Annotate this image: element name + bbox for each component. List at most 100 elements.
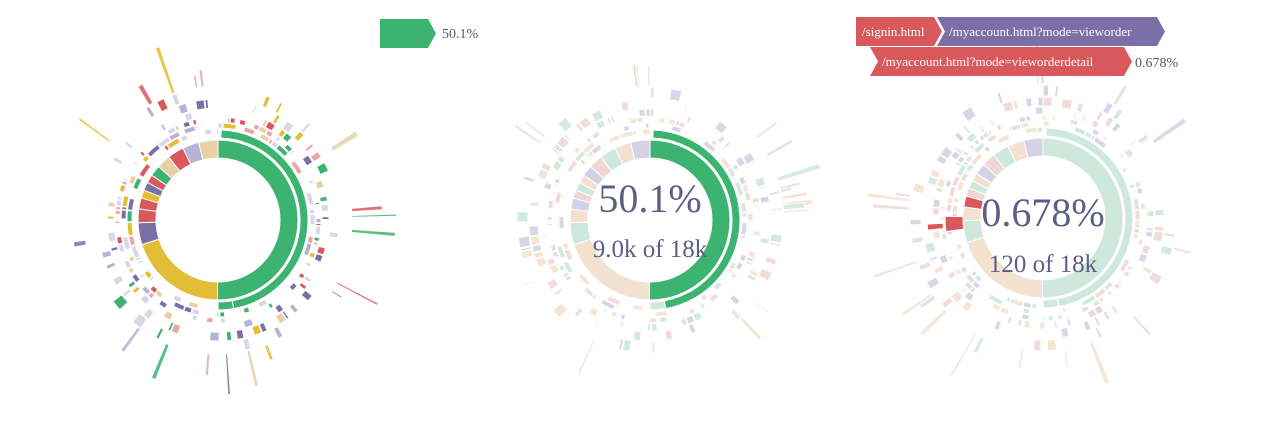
segment-outer-85[interactable] (114, 220, 121, 224)
segment-outer-2[interactable] (1008, 297, 1025, 308)
segment-outer-81[interactable] (999, 306, 1011, 316)
segment-outer-85[interactable] (954, 267, 963, 277)
segment-outer-68[interactable] (1131, 255, 1139, 261)
segment-outer-11[interactable] (132, 177, 143, 191)
segment-outer-117[interactable] (127, 280, 137, 289)
segment-outer-145[interactable] (764, 255, 778, 266)
segment-outer-39[interactable] (644, 122, 650, 129)
segment-outer-153[interactable] (950, 289, 965, 304)
segment-spike-0[interactable] (330, 289, 343, 299)
segment-outer-123[interactable] (183, 111, 194, 122)
segment-outer-66[interactable] (1139, 201, 1147, 211)
segment-outer-81[interactable] (127, 266, 136, 275)
segment-spike-15[interactable] (350, 205, 383, 213)
segment-outer-101[interactable] (277, 128, 287, 139)
segment-outer-154[interactable] (932, 264, 945, 275)
segment-outer-80[interactable] (722, 140, 732, 150)
segment-outer-49[interactable] (747, 212, 754, 222)
segment-outer-106[interactable] (682, 103, 689, 115)
segment-outer-35[interactable] (1102, 280, 1115, 292)
segment-spike-5[interactable] (1089, 341, 1111, 386)
segment-outer-68[interactable] (547, 199, 555, 210)
segment-outer-103[interactable] (609, 114, 616, 124)
segment-outer-157[interactable] (557, 116, 574, 133)
segment-spike-0[interactable] (1063, 349, 1070, 369)
segment-outer-83[interactable] (969, 286, 977, 294)
segment-spike-14[interactable] (765, 138, 794, 157)
segment-outer-93[interactable] (962, 150, 970, 157)
segment-outer-58[interactable] (619, 313, 627, 321)
segment-outer-101[interactable] (1018, 115, 1027, 124)
segment-outer-84[interactable] (115, 235, 124, 245)
segment-outer-158[interactable] (155, 327, 165, 340)
segment-outer-144[interactable] (768, 241, 782, 248)
segment-outer-94[interactable] (138, 150, 147, 158)
segment-outer-132[interactable] (300, 289, 314, 302)
segment-outer-112[interactable] (1093, 304, 1105, 316)
segment-outer-22[interactable] (267, 137, 274, 146)
segment-outer-14[interactable] (641, 128, 651, 135)
segment-outer-127[interactable] (528, 225, 540, 237)
segment-outer-22[interactable] (1042, 120, 1050, 127)
segment-outer-171[interactable] (1136, 133, 1150, 146)
segment-outer-135[interactable] (574, 121, 585, 133)
segment-outer-44[interactable] (709, 138, 719, 147)
segment-outer-58[interactable] (1042, 114, 1047, 121)
segment-outer-24[interactable] (1083, 130, 1094, 140)
segment-outer-104[interactable] (1081, 114, 1088, 123)
segment-outer-91[interactable] (650, 323, 659, 332)
segment-outer-37[interactable] (1080, 294, 1097, 307)
segment-outer-89[interactable] (939, 205, 947, 210)
segment-outer-32[interactable] (562, 260, 575, 275)
segment-spike-4[interactable] (520, 280, 533, 288)
segment-outer-173[interactable] (1159, 244, 1174, 257)
segment-spike-10[interactable] (647, 65, 651, 87)
segment-outer-150[interactable] (617, 337, 625, 351)
segment-outer-96[interactable] (545, 256, 557, 267)
segment-outer-103[interactable] (301, 154, 314, 167)
segment-outer-0[interactable] (187, 300, 200, 310)
segment-outer-5[interactable] (135, 256, 142, 262)
segment-outer-3[interactable] (143, 269, 153, 280)
segment-outer-107[interactable] (1146, 210, 1155, 218)
segment-outer-110[interactable] (303, 275, 313, 284)
segment-outer-163[interactable] (1001, 100, 1015, 114)
segment-outer-19[interactable] (996, 133, 1011, 145)
segment-outer-4[interactable] (561, 242, 570, 251)
segment-outer-69[interactable] (308, 251, 317, 259)
segment-outer-10[interactable] (127, 197, 136, 211)
segment-outer-109[interactable] (313, 252, 324, 263)
segment-outer-1[interactable] (606, 295, 622, 307)
segment-outer-35[interactable] (565, 159, 579, 174)
segment-outer-42[interactable] (674, 119, 681, 127)
segment-outer-177[interactable] (1032, 339, 1042, 352)
segment-outer-25[interactable] (290, 159, 304, 176)
segment-outer-144[interactable] (1152, 230, 1164, 243)
segment-outer-41[interactable] (971, 280, 982, 290)
segment-outer-60[interactable] (283, 143, 294, 154)
segment-outer-17[interactable] (969, 151, 984, 167)
sunburst-chart-1[interactable] (72, 45, 397, 396)
segment-outer-14[interactable] (959, 171, 970, 183)
segment-outer-137[interactable] (251, 323, 263, 336)
segment-outer-103[interactable] (1072, 111, 1078, 120)
segment-outer-111[interactable] (759, 195, 771, 204)
segment-outer-93[interactable] (131, 160, 139, 166)
segment-outer-7[interactable] (585, 152, 593, 160)
segment-outer-117[interactable] (1022, 319, 1031, 329)
segment-outer-71[interactable] (553, 177, 562, 185)
segment-outer-39[interactable] (149, 284, 159, 295)
segment-outer-28[interactable] (654, 309, 669, 318)
segment-outer-138[interactable] (1094, 110, 1105, 122)
segment-outer-61[interactable] (288, 148, 296, 156)
segment-outer-64[interactable] (1133, 180, 1142, 189)
segment-outer-131[interactable] (965, 131, 978, 144)
segment-outer-55[interactable] (1007, 126, 1013, 133)
segment-outer-50[interactable] (168, 130, 182, 142)
segment-outer-36[interactable] (183, 305, 193, 314)
segment-outer-169[interactable] (1101, 101, 1115, 116)
segment-spike-3[interactable] (871, 203, 911, 211)
segment-outer-122[interactable] (545, 277, 560, 291)
segment-outer-69[interactable] (549, 191, 557, 196)
segment-outer-70[interactable] (1122, 269, 1131, 278)
